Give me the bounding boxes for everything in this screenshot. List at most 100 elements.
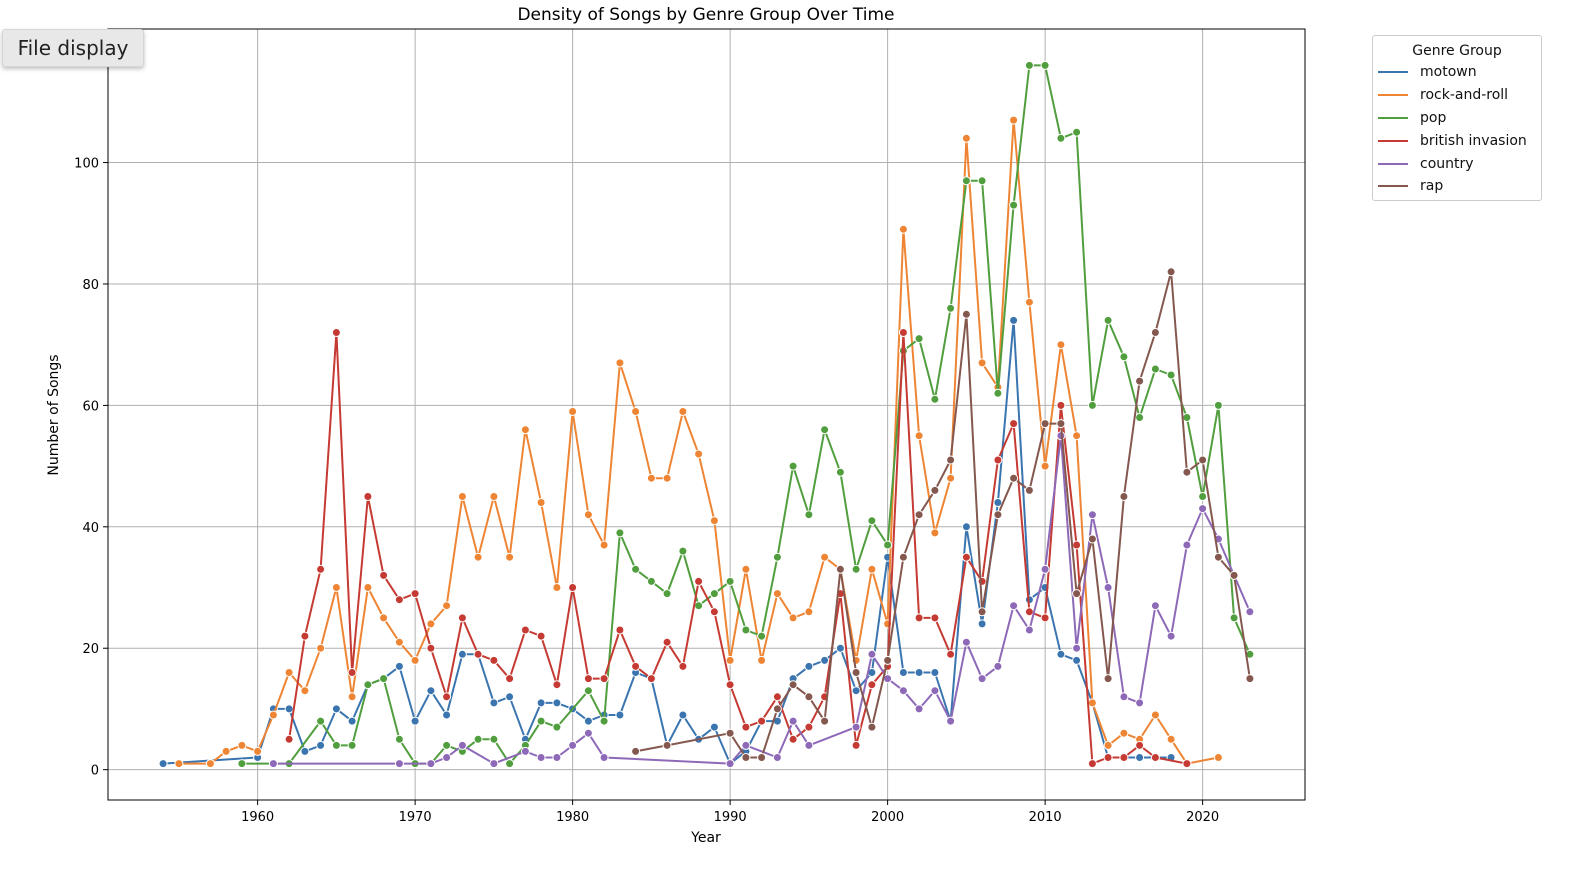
data-point-pop: [772, 552, 782, 562]
data-point-pop: [1040, 60, 1050, 70]
data-point-country: [536, 753, 546, 762]
data-point-motown: [347, 716, 357, 726]
data-point-rock-and-roll: [757, 655, 767, 665]
data-point-british-invasion: [347, 668, 357, 677]
legend-label: rap: [1420, 178, 1444, 195]
data-point-rap: [961, 309, 971, 319]
data-point-rap: [1024, 485, 1034, 495]
data-point-country: [1103, 583, 1113, 592]
data-point-country: [804, 740, 814, 750]
data-point-country: [599, 753, 609, 762]
data-point-country: [1135, 698, 1145, 708]
x-tick-label: 2010: [1029, 810, 1062, 825]
data-point-rap: [772, 704, 782, 714]
ticks: 1960 1970 1980 1990 2000 2010 2020 0 20 40 60 80 100: [74, 157, 1219, 825]
legend-swatch: [1378, 139, 1408, 142]
data-point-british-invasion: [1087, 759, 1097, 769]
data-point-pop: [347, 740, 357, 750]
file-display-button[interactable]: File display: [2, 29, 144, 67]
data-point-rock-and-roll: [347, 692, 357, 702]
data-point-british-invasion: [536, 631, 546, 641]
legend-item-pop: pop: [1373, 107, 1541, 130]
data-point-british-invasion: [316, 564, 326, 574]
data-point-british-invasion: [867, 680, 877, 690]
y-tick-label: 40: [82, 521, 99, 536]
data-point-british-invasion: [725, 680, 735, 690]
data-point-rock-and-roll: [709, 516, 719, 526]
data-point-country: [552, 753, 562, 762]
data-point-pop: [946, 303, 956, 313]
data-point-rock-and-roll: [237, 740, 247, 750]
data-point-rap: [1087, 534, 1097, 544]
data-point-british-invasion: [442, 692, 452, 702]
data-point-rock-and-roll: [946, 473, 956, 483]
data-point-pop: [552, 722, 562, 732]
data-point-british-invasion: [662, 637, 672, 647]
data-point-rap: [898, 552, 908, 562]
legend-item-motown: motown: [1373, 61, 1541, 84]
data-point-country: [1040, 564, 1050, 574]
data-point-rock-and-roll: [410, 655, 420, 665]
data-point-rock-and-roll: [284, 668, 294, 677]
data-point-rap: [1009, 473, 1019, 483]
data-point-motown: [820, 655, 830, 665]
data-point-pop: [1150, 364, 1160, 374]
data-point-british-invasion: [473, 649, 483, 659]
data-point-rap: [1245, 674, 1255, 684]
series-pop: [237, 60, 1255, 769]
data-point-country: [1119, 692, 1129, 702]
legend-label: british invasion: [1420, 132, 1527, 149]
data-point-pop: [883, 540, 893, 550]
data-point-british-invasion: [678, 661, 688, 671]
data-point-pop: [505, 759, 515, 769]
chart-title: Density of Songs by Genre Group Over Tim…: [517, 5, 894, 25]
data-point-pop: [379, 674, 389, 684]
data-point-rock-and-roll: [426, 619, 436, 629]
data-point-country: [993, 661, 1003, 671]
data-point-rock-and-roll: [961, 133, 971, 143]
data-point-british-invasion: [709, 607, 719, 617]
data-point-motown: [1072, 655, 1082, 665]
data-point-motown: [426, 686, 436, 696]
data-point-rock-and-roll: [1087, 698, 1097, 708]
data-point-rap: [1135, 376, 1145, 386]
data-point-rock-and-roll: [300, 686, 310, 696]
data-point-rock-and-roll: [930, 528, 940, 538]
data-point-pop: [331, 740, 341, 750]
data-point-rock-and-roll: [599, 540, 609, 550]
data-point-british-invasion: [993, 455, 1003, 465]
data-point-rock-and-roll: [1150, 710, 1160, 720]
data-point-country: [930, 686, 940, 696]
data-point-rock-and-roll: [442, 601, 452, 611]
y-tick-label: 100: [74, 157, 99, 172]
data-point-rock-and-roll: [1040, 461, 1050, 471]
data-point-pop: [1087, 400, 1097, 410]
data-point-rap: [883, 655, 893, 665]
data-point-country: [741, 740, 751, 750]
data-point-pop: [442, 740, 452, 750]
data-point-motown: [316, 740, 326, 750]
data-point-british-invasion: [379, 570, 389, 580]
data-point-rap: [1150, 328, 1160, 337]
data-point-rap: [631, 746, 641, 756]
data-point-motown: [457, 649, 467, 659]
data-point-rock-and-roll: [536, 498, 546, 507]
legend-item-rock-and-roll: rock-and-roll: [1373, 84, 1541, 107]
data-point-motown: [930, 668, 940, 677]
axes-frame: [107, 28, 1306, 801]
data-point-pop: [867, 516, 877, 526]
data-point-motown: [615, 710, 625, 720]
legend-swatch: [1378, 116, 1408, 119]
data-point-rap: [1056, 419, 1066, 429]
data-point-motown: [709, 722, 719, 732]
x-tick-label: 1980: [556, 810, 589, 825]
data-point-british-invasion: [1024, 607, 1034, 617]
data-point-rap: [1213, 552, 1223, 562]
data-point-country: [268, 759, 278, 769]
y-tick-label: 60: [82, 399, 99, 414]
data-point-pop: [583, 686, 593, 696]
data-point-country: [394, 759, 404, 769]
series-line-british-invasion: [288, 331, 1188, 765]
data-point-rap: [977, 607, 987, 617]
data-point-pop: [1198, 492, 1208, 501]
